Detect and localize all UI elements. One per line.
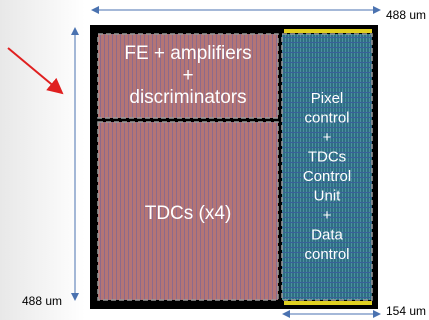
block-label: control (304, 109, 349, 126)
block-label: Unit (314, 187, 342, 204)
pad-strip (284, 301, 372, 305)
block-label: FE + amplifiers (124, 43, 251, 64)
page: 488 um 488 um 154 um FE + amplifiers+dis… (0, 0, 429, 320)
block-label: Pixel (311, 90, 344, 107)
block-label: TDCs (308, 148, 346, 165)
block-label: + (323, 129, 332, 146)
dim-label: 488 um (386, 8, 426, 22)
block-label: discriminators (129, 87, 246, 108)
pad-strip (284, 29, 372, 33)
dim-label: 488 um (22, 294, 62, 308)
block-label: + (182, 65, 193, 86)
dim-label: 154 um (386, 304, 426, 318)
background (0, 0, 85, 320)
block-label: + (323, 207, 332, 224)
block-label: TDCs (x4) (145, 203, 232, 224)
chip-diagram: 488 um 488 um 154 um FE + amplifiers+dis… (0, 0, 429, 320)
block-label: Data (311, 226, 343, 243)
block-label: control (304, 246, 349, 263)
block-label: Control (303, 168, 351, 185)
